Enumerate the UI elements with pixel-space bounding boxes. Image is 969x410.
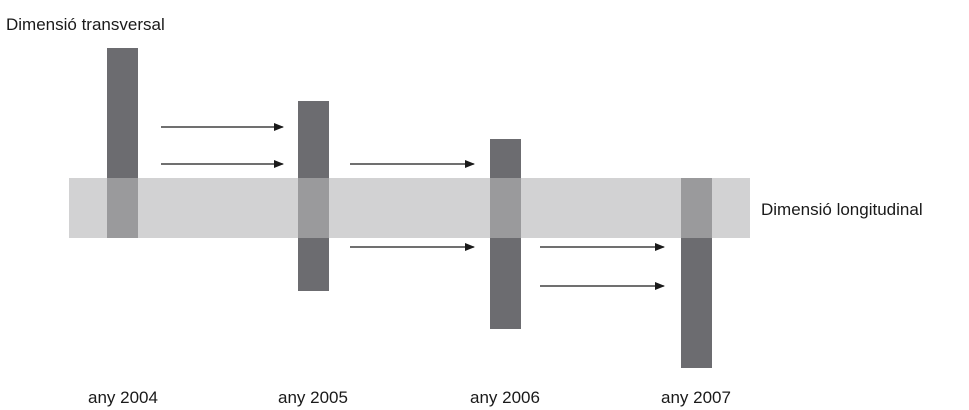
longitudinal-band <box>69 178 750 238</box>
year-label-2005: any 2005 <box>278 388 348 407</box>
overlap-2005 <box>298 178 329 238</box>
year-label-2007: any 2007 <box>661 388 731 407</box>
year-label-2006: any 2006 <box>470 388 540 407</box>
overlap-2007 <box>681 178 712 238</box>
title-longitudinal: Dimensió longitudinal <box>761 200 923 219</box>
year-label-2004: any 2004 <box>88 388 158 407</box>
title-transversal: Dimensió transversal <box>6 15 165 34</box>
overlap-2004 <box>107 178 138 238</box>
overlap-2006 <box>490 178 521 238</box>
